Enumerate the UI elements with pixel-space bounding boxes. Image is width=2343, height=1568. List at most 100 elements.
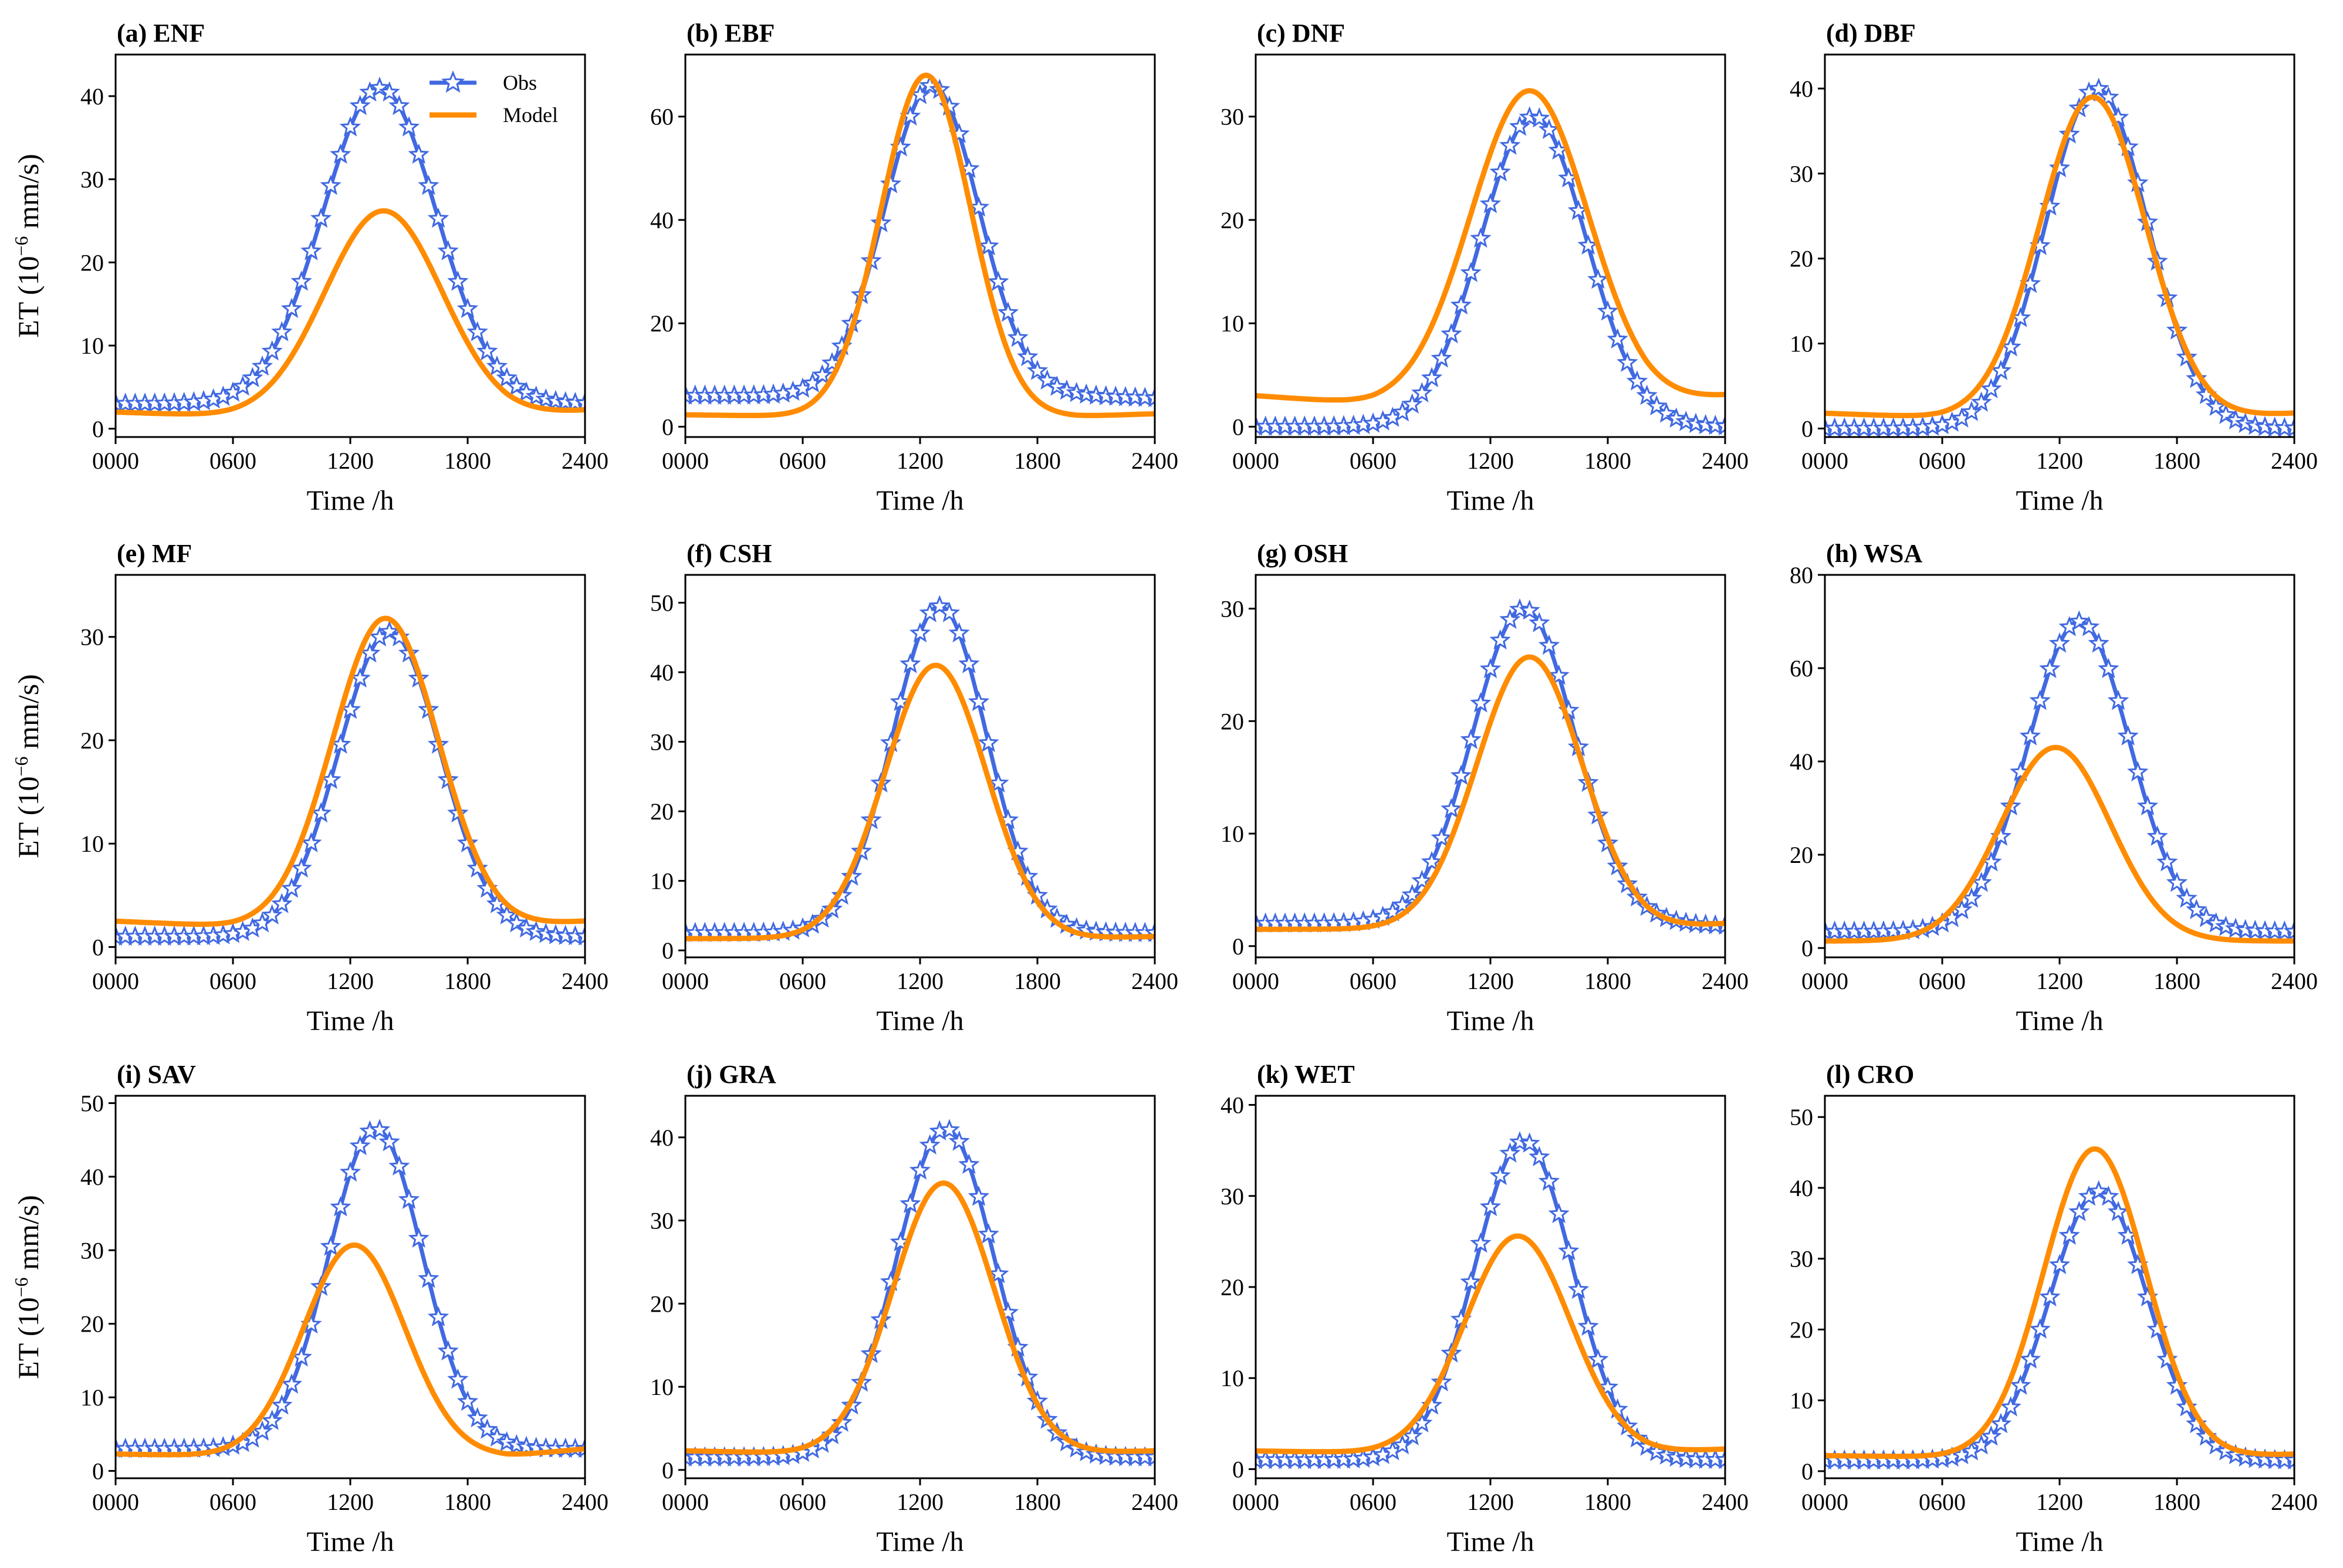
x-tick-label: 1200	[2036, 968, 2083, 994]
obs-marker	[1499, 134, 1521, 155]
obs-line	[1825, 1189, 2294, 1463]
obs-marker	[242, 367, 263, 388]
obs-marker	[2195, 906, 2217, 927]
obs-marker	[988, 270, 1009, 292]
y-tick-label: 50	[1790, 1104, 1813, 1130]
obs-marker	[447, 270, 469, 291]
obs-marker	[320, 1235, 342, 1256]
x-tick-label: 0000	[1801, 448, 1848, 474]
obs-marker	[515, 917, 537, 938]
x-axis-label: Time /h	[1447, 485, 1534, 516]
x-tick-label: 1800	[2153, 1489, 2200, 1515]
x-tick-label: 0600	[209, 1489, 256, 1515]
obs-marker	[1577, 1315, 1599, 1336]
obs-marker	[2127, 761, 2149, 782]
obs-marker	[1489, 629, 1511, 650]
obs-marker	[978, 731, 999, 753]
plot-area	[685, 595, 1155, 942]
x-tick-label: 1800	[1014, 448, 1061, 474]
obs-marker	[427, 207, 449, 228]
obs-marker	[1529, 107, 1550, 128]
x-tick-label: 0600	[1919, 968, 1966, 994]
x-tick-label: 0600	[209, 448, 256, 474]
obs-marker	[909, 622, 931, 643]
plot-area	[1825, 1146, 2294, 1470]
panel-title: (d) DBF	[1826, 19, 1916, 48]
obs-marker	[1441, 798, 1462, 818]
obs-marker	[574, 392, 585, 413]
panel-mf: (e) MF 0000 0600 1200 1800 2400 0 10 20 30 Time /h…	[11, 539, 608, 1037]
model-line	[116, 1242, 585, 1458]
obs-marker	[2098, 1186, 2119, 1206]
x-tick-label: 0600	[779, 968, 826, 994]
y-tick-label: 20	[650, 798, 674, 825]
obs-marker	[2088, 77, 2109, 98]
y-tick-label: 0	[92, 1458, 104, 1484]
obs-marker	[476, 340, 498, 361]
obs-marker	[525, 385, 547, 406]
y-tick-label: 0	[662, 414, 674, 440]
obs-marker	[466, 857, 488, 878]
obs-marker	[486, 1426, 508, 1447]
y-tick-label: 20	[1790, 1316, 1813, 1343]
x-tick-label: 0000	[1801, 968, 1848, 994]
obs-marker	[2224, 409, 2247, 430]
legend-obs-label: Obs	[503, 71, 537, 94]
y-tick-label: 60	[650, 104, 674, 130]
x-axis-label: Time /h	[877, 1005, 964, 1037]
model-line	[685, 72, 1155, 418]
obs-marker	[1567, 1278, 1590, 1299]
x-axis-label: Time /h	[877, 485, 964, 516]
panel-title: (a) ENF	[117, 19, 205, 48]
obs-marker	[1470, 1232, 1492, 1253]
obs-marker	[2088, 632, 2109, 653]
plot-area	[1825, 77, 2294, 437]
x-tick-label: 2400	[562, 448, 608, 474]
x-tick-label: 2400	[1131, 448, 1178, 474]
obs-line	[1256, 114, 1725, 429]
obs-marker	[1479, 1196, 1502, 1217]
panel-gra: (j) GRA 0000 0600 1200 1800 2400 0 10 20 30 40 Time…	[650, 1060, 1178, 1557]
obs-marker	[2029, 1318, 2051, 1339]
obs-marker	[1479, 658, 1502, 679]
y-tick-label: 10	[1220, 1365, 1244, 1391]
obs-marker	[320, 174, 342, 195]
obs-marker	[1036, 369, 1058, 390]
obs-marker	[271, 321, 293, 341]
legend-model-label: Model	[503, 103, 558, 127]
axes-frame	[1824, 53, 2295, 438]
panel-wet: (k) WET 0000 0600 1200 1800 2400 0 10 20 30 40 Time…	[1220, 1060, 1749, 1557]
x-axis-label: Time /h	[2016, 1526, 2104, 1557]
x-tick-label: 2400	[2271, 1489, 2318, 1515]
obs-marker	[457, 297, 479, 319]
x-tick-label: 2400	[2271, 448, 2318, 474]
obs-marker	[1538, 634, 1560, 655]
obs-marker	[310, 207, 332, 228]
obs-marker	[506, 375, 528, 396]
obs-marker	[2078, 616, 2100, 636]
x-tick-label: 0000	[1801, 1489, 1848, 1515]
y-tick-label: 20	[80, 1311, 104, 1337]
y-tick-label: 10	[80, 831, 104, 857]
obs-marker	[1144, 387, 1155, 408]
obs-marker	[1441, 323, 1462, 344]
obs-marker	[261, 904, 283, 924]
obs-marker	[2215, 404, 2237, 424]
panel-ebf: (b) EBF 0000 0600 1200 1800 2400 0 20 40 60 Time /…	[650, 19, 1178, 516]
obs-marker	[1646, 395, 1668, 416]
obs-marker	[2166, 871, 2188, 892]
panel-title: (j) GRA	[687, 1060, 776, 1089]
y-tick-label: 30	[80, 1237, 104, 1264]
obs-marker	[2098, 86, 2119, 107]
obs-marker	[1450, 294, 1472, 315]
obs-marker	[978, 1223, 999, 1244]
obs-marker	[1980, 378, 2002, 398]
obs-marker	[2058, 1224, 2080, 1245]
obs-marker	[251, 1420, 273, 1441]
obs-marker	[506, 1434, 528, 1455]
obs-marker	[349, 1134, 371, 1156]
obs-marker	[339, 116, 361, 137]
obs-marker	[1636, 384, 1658, 405]
obs-marker	[437, 1340, 459, 1361]
